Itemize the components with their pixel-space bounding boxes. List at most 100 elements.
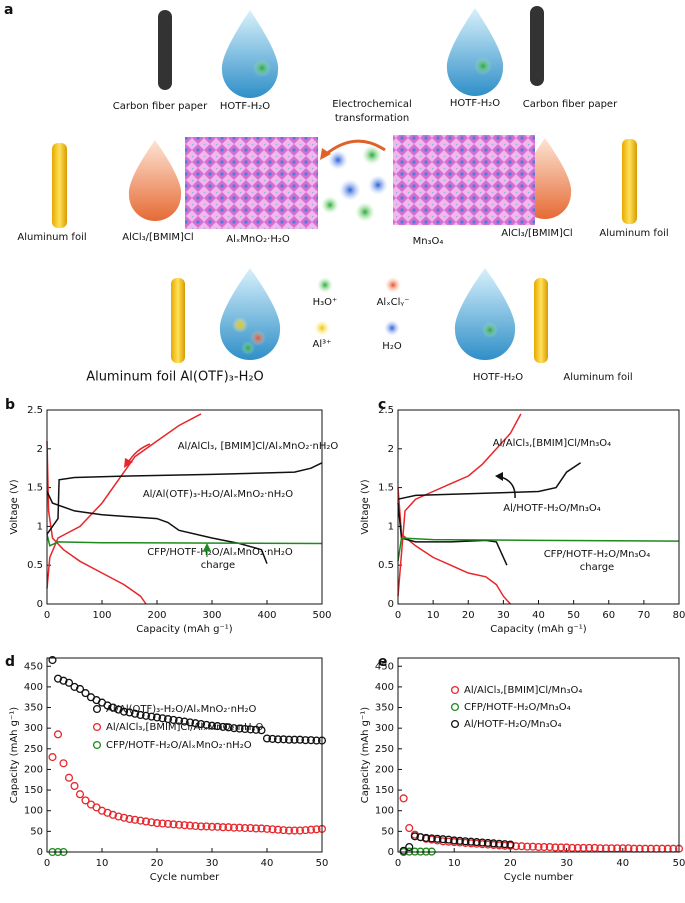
arrow-head xyxy=(124,458,133,468)
point xyxy=(119,707,129,716)
point xyxy=(268,825,277,834)
point xyxy=(130,709,140,718)
point xyxy=(506,840,515,849)
point xyxy=(235,823,244,832)
label: AlₓMnO₂·H₂O xyxy=(226,234,290,245)
point xyxy=(158,714,167,723)
point xyxy=(483,838,492,847)
point xyxy=(585,843,594,852)
point xyxy=(240,724,250,734)
aluminum-foil xyxy=(622,139,637,224)
legend-marker xyxy=(92,704,102,714)
y-tick-label: 0 xyxy=(37,599,43,610)
point xyxy=(540,842,549,852)
series-label: CFP/HOTF-H₂O/AlₓMnO₂·nH₂O xyxy=(147,547,293,558)
chart: b 0 100 200 300 400 500 0 0.5 1 1.5 2 2.5 Capacity (m… xyxy=(5,397,338,635)
legend-label: CFP/HOTF-H₂O/AlₓMnO₂·nH₂O xyxy=(106,740,252,751)
point xyxy=(556,843,566,852)
label: HOTF-H₂O xyxy=(220,101,270,112)
y-tick-label: 400 xyxy=(24,682,43,693)
arrow-head xyxy=(203,543,211,551)
arrow xyxy=(324,139,386,157)
point xyxy=(152,819,162,828)
point xyxy=(284,826,294,835)
x-tick-label: 400 xyxy=(257,610,276,621)
label: Aluminum foil xyxy=(599,228,668,239)
point xyxy=(467,837,476,846)
point xyxy=(284,735,294,744)
point xyxy=(257,824,266,833)
point xyxy=(218,722,228,731)
point xyxy=(169,715,178,724)
y-tick-label: 1 xyxy=(388,521,394,532)
point xyxy=(562,843,571,852)
label: Aluminum foil xyxy=(563,372,632,383)
label: AlCl₃/[BMIM]Cl xyxy=(501,228,572,239)
legend-label: H₃O⁺ xyxy=(313,297,338,308)
schematic: a Carbon fiber paper HOTF-H₂O Electroche… xyxy=(4,2,669,385)
x-tick-label: 50 xyxy=(567,610,580,621)
point xyxy=(136,710,145,720)
point xyxy=(158,819,167,828)
x-tick-label: 10 xyxy=(427,610,440,621)
point xyxy=(450,836,459,845)
legend-marker xyxy=(92,722,102,732)
line xyxy=(46,534,323,547)
point xyxy=(191,821,200,831)
x-tick-label: 0 xyxy=(395,858,401,869)
point xyxy=(472,838,481,847)
x-tick-label: 40 xyxy=(616,858,629,869)
point xyxy=(579,843,588,852)
point xyxy=(246,725,255,734)
electrolyte-drop xyxy=(446,8,504,96)
lattice xyxy=(393,135,535,225)
point xyxy=(81,689,90,698)
point xyxy=(495,839,504,848)
y-tick-label: 200 xyxy=(24,764,43,775)
annotation: charge xyxy=(201,560,235,571)
annotation: charge xyxy=(580,562,614,573)
point xyxy=(551,843,560,852)
x-tick-label: 50 xyxy=(673,858,685,869)
point xyxy=(224,723,233,732)
y-tick-label: 350 xyxy=(375,703,394,714)
point xyxy=(147,712,156,721)
y-axis-label: Capacity (mAh g⁻¹) xyxy=(360,707,371,804)
y-tick-label: 1.5 xyxy=(378,483,394,494)
series-label: Al/AlCl₃, [BMIM]Cl/AlₓMnO₂·nH₂O xyxy=(178,441,339,452)
point xyxy=(180,717,189,726)
plot-frame xyxy=(397,657,680,853)
x-tick-label: 20 xyxy=(462,610,475,621)
electrolyte-drop xyxy=(221,10,279,98)
ion-cloud xyxy=(321,145,388,222)
point xyxy=(119,813,129,822)
x-axis-label: Capacity (mAh g⁻¹) xyxy=(136,624,233,635)
point xyxy=(279,735,288,744)
chart: c 0 10 20 30 40 50 60 70 80 0 0.5 1 1.5 2 2.5 Capacity (… xyxy=(360,397,685,635)
point xyxy=(163,819,173,828)
point xyxy=(125,708,134,717)
point xyxy=(147,818,156,827)
y-tick-label: 2.5 xyxy=(27,405,43,416)
x-tick-label: 10 xyxy=(448,858,461,869)
x-tick-label: 100 xyxy=(92,610,111,621)
legend-marker xyxy=(450,685,460,695)
point xyxy=(295,735,305,744)
carbon-paper xyxy=(530,6,544,86)
x-tick-label: 20 xyxy=(151,858,164,869)
point xyxy=(64,773,74,782)
point xyxy=(422,833,431,843)
electrolyte-drop xyxy=(128,140,182,221)
point xyxy=(478,838,487,847)
y-tick-label: 50 xyxy=(381,826,394,837)
point xyxy=(590,843,599,852)
panel-label: e xyxy=(378,654,388,670)
point xyxy=(191,719,200,728)
point xyxy=(268,734,277,743)
point xyxy=(517,842,526,851)
point xyxy=(262,824,272,833)
y-tick-label: 450 xyxy=(375,661,394,672)
